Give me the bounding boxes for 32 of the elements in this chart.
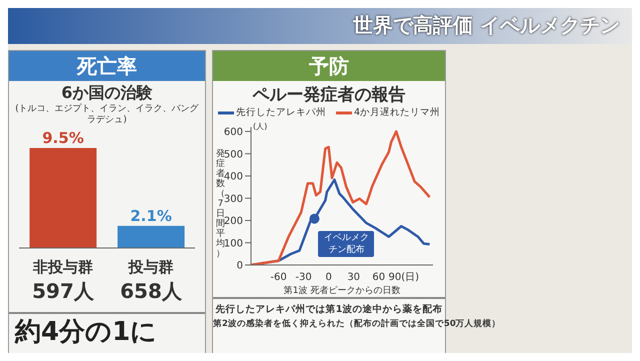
y-tick-label: 500 <box>224 149 243 160</box>
text: 約4分の1に <box>9 312 205 350</box>
y-tick-label: 300 <box>224 194 243 205</box>
y-tick-label: 100 <box>224 238 243 250</box>
chart-title: 死亡率 <box>9 51 205 81</box>
chart-subtitle: ペルー発症者の報告 <box>252 84 406 106</box>
x-tick-label: 投与群 658人 <box>120 258 183 303</box>
x-tick-label: 30 <box>347 272 360 284</box>
x-tick-label: 非投与群 597人 <box>32 258 95 303</box>
y-tick-label: 200 <box>224 216 243 228</box>
annotation: イベルメクチン配布 <box>318 230 374 257</box>
data-label: 2.1% <box>130 206 172 225</box>
chart-subtitle: 6か国の治験 <box>60 83 154 103</box>
y-tick-label: 400 <box>224 172 243 183</box>
annotation: (人) <box>253 121 268 132</box>
x-tick-label: 60 <box>372 272 386 284</box>
text: 第2波の感染者を低く抑えられた（配布の計画では全国で50万人規模） <box>213 318 501 331</box>
y-tick-label: 600 <box>224 127 243 138</box>
line-series <box>251 130 431 265</box>
x-tick-label: -60 <box>270 272 287 284</box>
text: 発症者数（7日間平均） <box>216 149 225 259</box>
x-axis-title: 第1波 死者ピークからの日数 <box>284 285 400 296</box>
text: (トルコ、エジプト、イラン、イラク、バングラデシュ) <box>14 104 200 126</box>
chart-title: 予防 <box>213 51 445 81</box>
text: 世界で高評価 イベルメクチン <box>353 12 620 39</box>
data-label: 9.5% <box>42 129 84 147</box>
x-tick-label: -30 <box>295 272 312 284</box>
legend-label: 先行したアレキパ州 <box>234 106 326 119</box>
legend-label: 4か月遅れたリマ州 <box>352 106 440 119</box>
x-tick-label: 90(日) <box>388 272 420 284</box>
x-tick-label: 0 <box>325 272 332 284</box>
text: 先行したアレキパ州では第1波の途中から薬を配布 <box>214 303 444 317</box>
